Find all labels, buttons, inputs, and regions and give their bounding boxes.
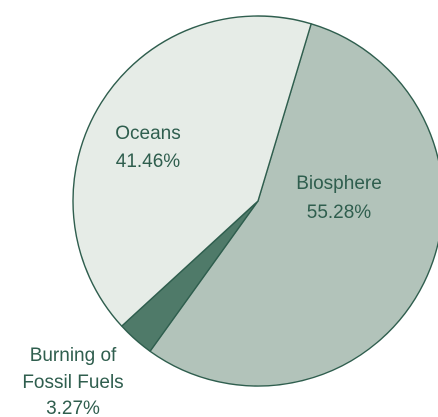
slice-label-fossil-fuels-line1: Burning of [30,345,117,366]
slice-value-oceans: 41.46% [116,151,181,172]
slice-label-biosphere: Biosphere [296,173,382,194]
slice-value-fossil-fuels: 3.27% [46,398,100,417]
slice-value-biosphere: 55.28% [307,202,372,223]
pie-slices [72,15,438,387]
slice-label-fossil-fuels-line2: Fossil Fuels [22,372,123,393]
pie-labels: Oceans 41.46% Biosphere 55.28% Burning o… [22,123,381,417]
pie-slice-biosphere [149,23,438,387]
slice-label-oceans: Oceans [115,123,180,144]
pie-slice-oceans [72,15,312,327]
